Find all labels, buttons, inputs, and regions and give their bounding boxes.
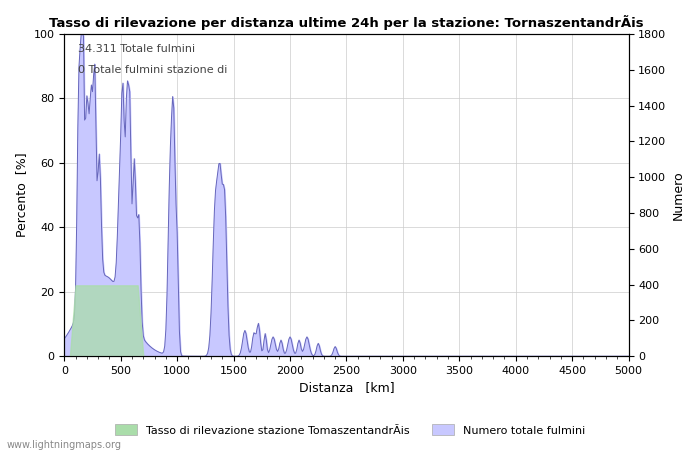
Legend: Tasso di rilevazione stazione TomaszentandrÃis, Numero totale fulmini: Tasso di rilevazione stazione Tomaszenta… bbox=[111, 419, 589, 440]
Y-axis label: Numero: Numero bbox=[672, 170, 685, 220]
Y-axis label: Percento  [%]: Percento [%] bbox=[15, 153, 28, 238]
X-axis label: Distanza   [km]: Distanza [km] bbox=[299, 382, 394, 395]
Text: 34.311 Totale fulmini: 34.311 Totale fulmini bbox=[78, 44, 195, 54]
Title: Tasso di rilevazione per distanza ultime 24h per la stazione: TornaszentandrÃis: Tasso di rilevazione per distanza ultime… bbox=[49, 15, 644, 30]
Text: www.lightningmaps.org: www.lightningmaps.org bbox=[7, 440, 122, 450]
Text: 0 Totale fulmini stazione di: 0 Totale fulmini stazione di bbox=[78, 64, 228, 75]
